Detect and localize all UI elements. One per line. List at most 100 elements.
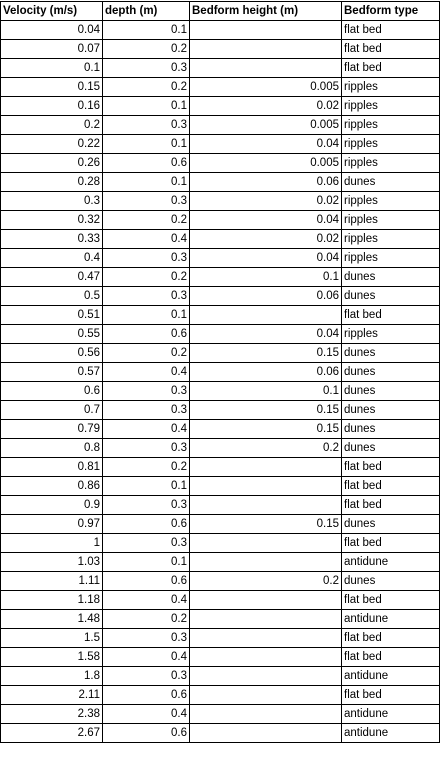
cell-depth[interactable]: 0.2 [102, 457, 190, 477]
cell-bedform-type[interactable]: flat bed [341, 58, 440, 78]
cell-velocity[interactable]: 0.79 [0, 419, 103, 439]
cell-depth[interactable]: 0.3 [102, 286, 190, 306]
cell-bedform-height[interactable]: 0.005 [189, 115, 342, 135]
cell-depth[interactable]: 0.6 [102, 514, 190, 534]
cell-bedform-type[interactable]: antidune [341, 723, 440, 743]
cell-depth[interactable]: 0.3 [102, 191, 190, 211]
cell-bedform-type[interactable]: dunes [341, 343, 440, 363]
cell-velocity[interactable]: 1.03 [0, 552, 103, 572]
cell-bedform-height[interactable]: 0.06 [189, 172, 342, 192]
cell-velocity[interactable]: 1.58 [0, 647, 103, 667]
cell-bedform-type[interactable]: ripples [341, 191, 440, 211]
cell-depth[interactable]: 0.1 [102, 96, 190, 116]
cell-bedform-type[interactable]: dunes [341, 267, 440, 287]
cell-bedform-type[interactable]: antidune [341, 704, 440, 724]
cell-bedform-height[interactable]: 0.06 [189, 286, 342, 306]
cell-bedform-type[interactable]: dunes [341, 438, 440, 458]
cell-depth[interactable]: 0.1 [102, 476, 190, 496]
cell-bedform-height[interactable]: 0.02 [189, 229, 342, 249]
cell-velocity[interactable]: 0.15 [0, 77, 103, 97]
cell-velocity[interactable]: 0.2 [0, 115, 103, 135]
cell-bedform-height[interactable] [189, 305, 342, 325]
cell-velocity[interactable]: 2.38 [0, 704, 103, 724]
cell-bedform-type[interactable]: dunes [341, 419, 440, 439]
cell-velocity[interactable]: 0.4 [0, 248, 103, 268]
cell-bedform-height[interactable]: 0.06 [189, 362, 342, 382]
cell-bedform-type[interactable]: dunes [341, 514, 440, 534]
cell-depth[interactable]: 0.4 [102, 419, 190, 439]
cell-velocity[interactable]: 0.32 [0, 210, 103, 230]
cell-depth[interactable]: 0.2 [102, 39, 190, 59]
cell-depth[interactable]: 0.3 [102, 400, 190, 420]
cell-bedform-type[interactable]: dunes [341, 571, 440, 591]
cell-bedform-height[interactable]: 0.15 [189, 343, 342, 363]
cell-velocity[interactable]: 0.7 [0, 400, 103, 420]
cell-bedform-type[interactable]: flat bed [341, 533, 440, 553]
cell-depth[interactable]: 0.4 [102, 590, 190, 610]
cell-bedform-type[interactable]: flat bed [341, 647, 440, 667]
cell-velocity[interactable]: 0.47 [0, 267, 103, 287]
cell-bedform-height[interactable] [189, 666, 342, 686]
cell-bedform-type[interactable]: dunes [341, 362, 440, 382]
cell-bedform-height[interactable] [189, 685, 342, 705]
cell-depth[interactable]: 0.6 [102, 324, 190, 344]
cell-bedform-height[interactable]: 0.02 [189, 191, 342, 211]
cell-bedform-type[interactable]: dunes [341, 400, 440, 420]
cell-bedform-height[interactable] [189, 457, 342, 477]
cell-bedform-type[interactable]: ripples [341, 115, 440, 135]
cell-velocity[interactable]: 0.86 [0, 476, 103, 496]
cell-velocity[interactable]: 0.9 [0, 495, 103, 515]
cell-bedform-height[interactable] [189, 39, 342, 59]
cell-velocity[interactable]: 0.57 [0, 362, 103, 382]
cell-velocity[interactable]: 0.3 [0, 191, 103, 211]
cell-velocity[interactable]: 0.8 [0, 438, 103, 458]
cell-bedform-height[interactable]: 0.1 [189, 267, 342, 287]
cell-bedform-height[interactable] [189, 609, 342, 629]
cell-bedform-height[interactable]: 0.005 [189, 153, 342, 173]
cell-bedform-type[interactable]: flat bed [341, 590, 440, 610]
cell-bedform-height[interactable]: 0.1 [189, 381, 342, 401]
cell-bedform-type[interactable]: antidune [341, 609, 440, 629]
cell-bedform-height[interactable]: 0.15 [189, 419, 342, 439]
cell-bedform-height[interactable] [189, 476, 342, 496]
cell-velocity[interactable]: 0.28 [0, 172, 103, 192]
cell-depth[interactable]: 0.4 [102, 229, 190, 249]
cell-velocity[interactable]: 1.8 [0, 666, 103, 686]
cell-bedform-height[interactable] [189, 495, 342, 515]
cell-depth[interactable]: 0.1 [102, 305, 190, 325]
header-depth[interactable]: depth (m) [102, 1, 190, 21]
cell-bedform-height[interactable]: 0.005 [189, 77, 342, 97]
cell-bedform-type[interactable]: ripples [341, 153, 440, 173]
cell-bedform-type[interactable]: flat bed [341, 39, 440, 59]
cell-velocity[interactable]: 0.22 [0, 134, 103, 154]
cell-velocity[interactable]: 1.18 [0, 590, 103, 610]
cell-bedform-height[interactable] [189, 723, 342, 743]
cell-bedform-type[interactable]: antidune [341, 666, 440, 686]
cell-depth[interactable]: 0.2 [102, 609, 190, 629]
cell-bedform-height[interactable]: 0.15 [189, 514, 342, 534]
cell-velocity[interactable]: 1.5 [0, 628, 103, 648]
cell-bedform-type[interactable]: ripples [341, 324, 440, 344]
cell-depth[interactable]: 0.6 [102, 723, 190, 743]
cell-depth[interactable]: 0.3 [102, 438, 190, 458]
cell-depth[interactable]: 0.3 [102, 115, 190, 135]
cell-velocity[interactable]: 0.97 [0, 514, 103, 534]
cell-bedform-height[interactable] [189, 704, 342, 724]
header-velocity[interactable]: Velocity (m/s) [0, 1, 103, 21]
cell-velocity[interactable]: 0.07 [0, 39, 103, 59]
cell-depth[interactable]: 0.3 [102, 58, 190, 78]
cell-depth[interactable]: 0.1 [102, 20, 190, 40]
cell-depth[interactable]: 0.3 [102, 628, 190, 648]
header-bedform-type[interactable]: Bedform type [341, 1, 440, 21]
cell-bedform-height[interactable]: 0.04 [189, 210, 342, 230]
cell-bedform-height[interactable]: 0.04 [189, 248, 342, 268]
cell-bedform-type[interactable]: flat bed [341, 685, 440, 705]
cell-depth[interactable]: 0.1 [102, 172, 190, 192]
cell-velocity[interactable]: 0.16 [0, 96, 103, 116]
cell-bedform-height[interactable]: 0.04 [189, 134, 342, 154]
cell-bedform-height[interactable] [189, 647, 342, 667]
cell-bedform-type[interactable]: flat bed [341, 457, 440, 477]
cell-depth[interactable]: 0.3 [102, 248, 190, 268]
header-bedform-height[interactable]: Bedform height (m) [189, 1, 342, 21]
cell-velocity[interactable]: 2.11 [0, 685, 103, 705]
